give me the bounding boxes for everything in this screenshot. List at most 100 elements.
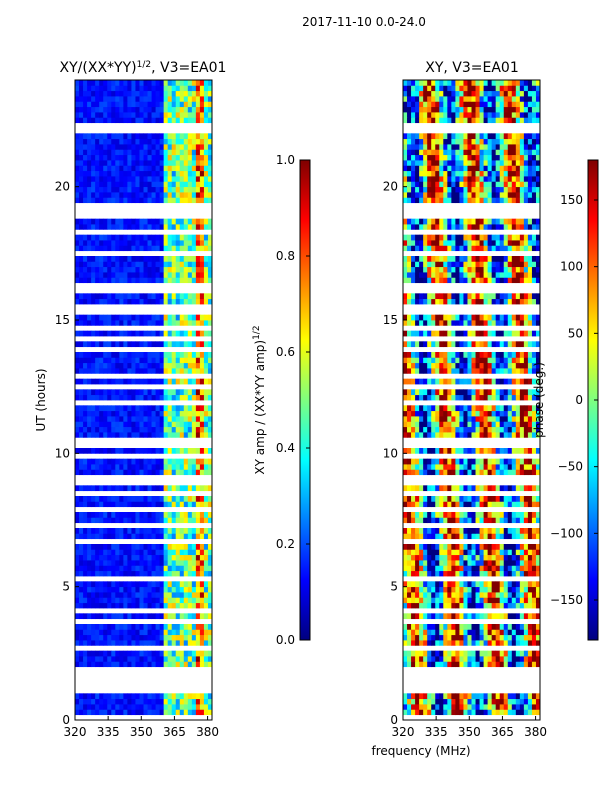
heatmap-cell: [415, 634, 420, 641]
heatmap-cell: [123, 245, 128, 252]
heatmap-cell: [163, 192, 169, 198]
heatmap-cell: [511, 426, 517, 433]
heatmap-cell: [75, 368, 80, 374]
heatmap-cell: [199, 186, 205, 193]
heatmap-cell: [427, 496, 432, 502]
heatmap-cell: [403, 650, 408, 657]
heatmap-cell: [79, 528, 84, 534]
heatmap-cell: [79, 656, 84, 662]
heatmap-cell: [83, 165, 88, 172]
heatmap-cell: [519, 277, 525, 284]
heatmap-cell: [487, 261, 493, 268]
heatmap-cell: [175, 704, 181, 710]
heatmap-cell: [419, 640, 424, 646]
heatmap-cell: [127, 464, 132, 470]
heatmap-cell: [155, 240, 161, 246]
heatmap-cell: [83, 277, 88, 284]
heatmap-cell: [203, 245, 209, 252]
heatmap-cell: [115, 661, 120, 668]
heatmap-cell: [159, 117, 165, 124]
heatmap-cell: [487, 357, 493, 364]
heatmap-cell: [439, 245, 444, 252]
heatmap-cell: [79, 138, 84, 145]
heatmap-cell: [135, 693, 140, 700]
heatmap-cell: [139, 320, 144, 326]
heatmap-cell: [179, 416, 185, 422]
heatmap-cell: [511, 704, 517, 710]
heatmap-cell: [527, 512, 533, 518]
heatmap-cell: [207, 256, 213, 262]
heatmap-cell: [139, 245, 144, 252]
heatmap-cell: [423, 586, 428, 593]
heatmap-cell: [143, 234, 148, 241]
heatmap-cell: [159, 272, 165, 278]
heatmap-cell: [111, 512, 116, 518]
heatmap-cell: [163, 528, 169, 534]
heatmap-cell: [167, 101, 173, 108]
heatmap-cell: [471, 261, 476, 268]
heatmap-cell: [119, 640, 124, 646]
heatmap-cell: [179, 160, 185, 166]
heatmap-cell: [83, 485, 88, 492]
heatmap-cell: [519, 592, 525, 598]
heatmap-cell: [187, 394, 193, 401]
heatmap-cell: [499, 554, 505, 561]
heatmap-cell: [91, 112, 96, 118]
heatmap-cell: [499, 416, 505, 422]
heatmap-cell: [127, 218, 132, 225]
heatmap-cell: [515, 485, 521, 492]
heatmap-cell: [471, 320, 476, 326]
heatmap-cell: [139, 240, 144, 246]
heatmap-cell: [419, 496, 424, 502]
heatmap-cell: [531, 320, 537, 326]
heatmap-cell: [179, 133, 185, 140]
heatmap-cell: [499, 245, 505, 252]
heatmap-cell: [115, 266, 120, 273]
heatmap-cell: [199, 709, 205, 716]
heatmap-cell: [483, 234, 489, 241]
heatmap-cell: [451, 512, 456, 518]
heatmap-cell: [535, 693, 541, 700]
heatmap-cell: [471, 549, 476, 556]
heatmap-cell: [103, 181, 108, 188]
heatmap-cell: [515, 266, 521, 273]
heatmap-cell: [91, 176, 96, 182]
heatmap-cell: [423, 528, 428, 534]
heatmap-cell: [459, 592, 464, 598]
heatmap-cell: [511, 234, 517, 241]
heatmap-cell: [103, 613, 108, 620]
heatmap-cell: [195, 341, 201, 348]
heatmap-cell: [99, 592, 104, 598]
heatmap-cell: [431, 394, 436, 401]
heatmap-cell: [487, 602, 493, 609]
heatmap-cell: [107, 112, 112, 118]
heatmap-cell: [535, 426, 541, 433]
heatmap-cell: [511, 661, 517, 668]
heatmap-cell: [199, 85, 205, 92]
heatmap-cell: [439, 629, 444, 636]
heatmap-cell: [123, 544, 128, 550]
colorbar-tick-label: 0.0: [276, 633, 295, 647]
heatmap-cell: [427, 570, 432, 577]
heatmap-cell: [131, 96, 136, 102]
heatmap-cell: [167, 410, 173, 417]
heatmap-cell: [427, 602, 432, 609]
heatmap-cell: [447, 240, 452, 246]
heatmap-cell: [471, 517, 476, 524]
heatmap-cell: [207, 117, 213, 124]
heatmap-cell: [195, 90, 201, 97]
heatmap-cell: [443, 602, 448, 609]
heatmap-cell: [183, 410, 189, 417]
heatmap-cell: [207, 512, 213, 518]
heatmap-cell: [483, 634, 489, 641]
heatmap-cell: [107, 330, 112, 337]
heatmap-cell: [195, 394, 201, 401]
heatmap-cell: [187, 298, 193, 305]
heatmap-cell: [87, 528, 92, 534]
heatmap-cell: [451, 368, 456, 374]
heatmap-cell: [531, 629, 537, 636]
heatmap-cell: [111, 293, 116, 300]
heatmap-cell: [431, 661, 436, 668]
heatmap-cell: [143, 176, 148, 182]
heatmap-cell: [475, 565, 480, 572]
